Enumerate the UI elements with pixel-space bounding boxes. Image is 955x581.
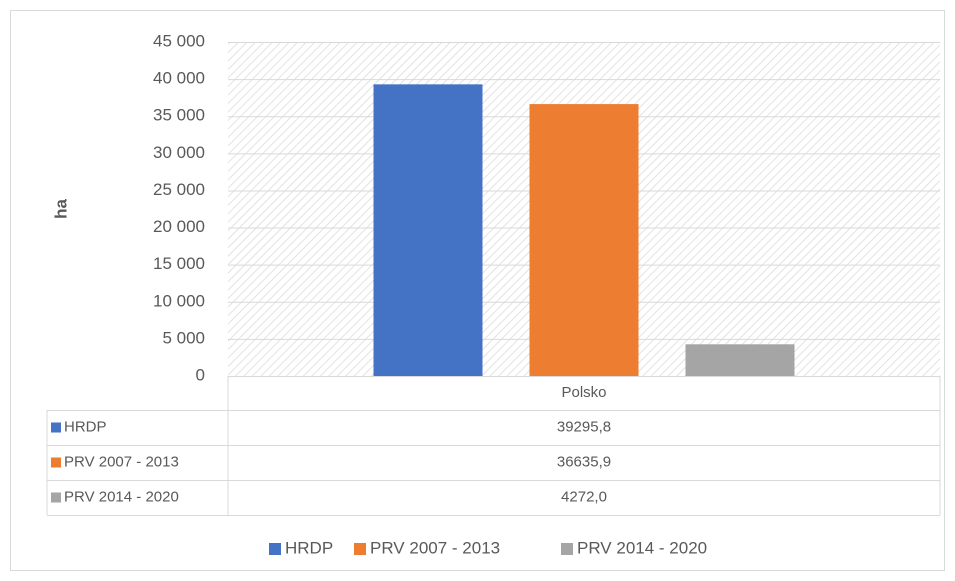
table-value: 36635,9 [557,453,611,470]
table-legend-key [51,457,61,468]
x-tick-label: Polsko [561,384,606,401]
y-axis-label: ha [51,199,70,219]
y-tick-label: 40 000 [153,69,205,88]
table-series-name: HRDP [64,418,107,435]
y-tick-label: 25 000 [153,180,205,199]
legend-key [354,543,366,555]
legend-label: PRV 2014 - 2020 [577,538,707,557]
bar [685,344,795,376]
legend-key [269,543,281,555]
y-tick-label: 35 000 [153,106,205,125]
y-tick-label: 15 000 [153,254,205,273]
y-tick-label: 20 000 [153,217,205,236]
y-tick-label: 0 [196,365,205,384]
y-tick-label: 30 000 [153,143,205,162]
table-series-name: PRV 2007 - 2013 [64,453,179,470]
chart-border [10,10,945,571]
bar [373,84,483,377]
y-tick-label: 45 000 [153,31,205,50]
bar [529,104,639,377]
y-tick-label: 5 000 [162,328,205,347]
legend-label: PRV 2007 - 2013 [370,538,500,557]
legend-label: HRDP [285,538,333,557]
table-value: 4272,0 [561,488,607,505]
legend-key [561,543,573,555]
table-series-name: PRV 2014 - 2020 [64,488,179,505]
table-value: 39295,8 [557,418,611,435]
table-legend-key [51,492,61,503]
table-legend-key [51,422,61,433]
y-tick-label: 10 000 [153,291,205,310]
